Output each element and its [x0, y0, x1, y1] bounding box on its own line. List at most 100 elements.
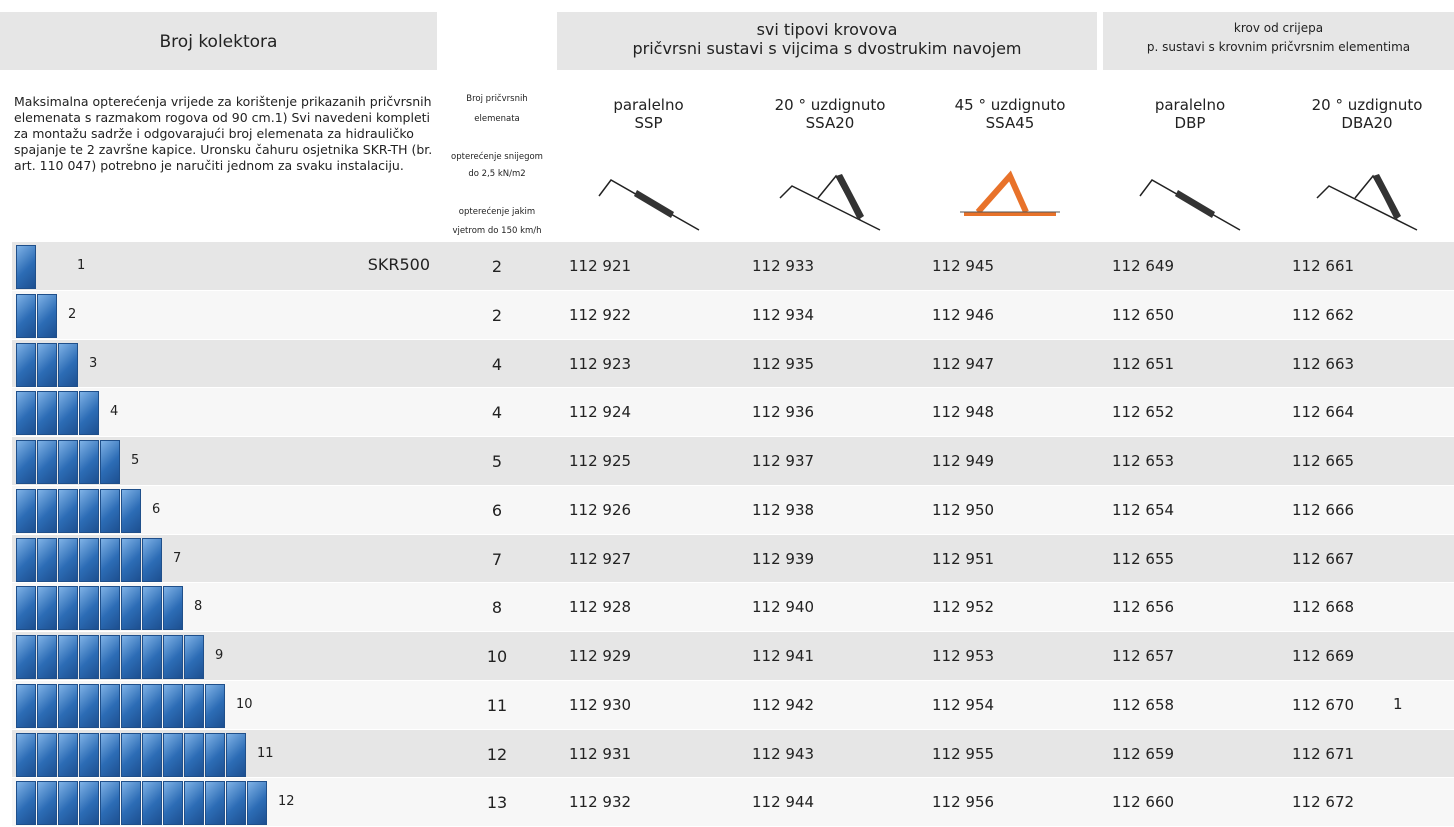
- collector-icon: [16, 537, 36, 582]
- collector-icon: [37, 293, 57, 338]
- row-bg: [12, 437, 1454, 485]
- column-code: SSA20: [805, 114, 855, 132]
- mount-icon: [779, 174, 881, 231]
- collector-icon: [163, 635, 183, 679]
- collector-icon: [142, 781, 162, 826]
- article-number: 112 650: [1112, 305, 1175, 324]
- article-number: 112 924: [569, 403, 632, 422]
- collector-icon: [79, 683, 99, 728]
- fastener-count: 12: [486, 744, 508, 764]
- header-cell: [557, 12, 1097, 70]
- article-number: 112 671: [1292, 744, 1355, 763]
- article-number: 112 667: [1292, 549, 1355, 568]
- collector-icon: [79, 781, 99, 826]
- fastener-count: 11: [486, 695, 508, 715]
- article-number: 112 934: [752, 305, 815, 324]
- article-number: 112 950: [932, 500, 995, 519]
- fastener-count: 2: [491, 305, 503, 325]
- article-number: 112 955: [932, 744, 995, 763]
- fastener-count: 8: [491, 598, 503, 618]
- article-number: 112 921: [569, 257, 632, 275]
- header-cell: [0, 12, 437, 70]
- collector-icon: [37, 732, 57, 777]
- article-number: 112 935: [752, 354, 815, 373]
- collector-icon: [58, 732, 78, 777]
- collector-icon: [121, 683, 141, 728]
- collector-icon: [226, 732, 246, 777]
- collector-icon: [79, 635, 99, 679]
- collector-icon: [37, 635, 57, 679]
- article-number: 112 948: [932, 403, 995, 422]
- article-number: 112 669: [1292, 647, 1355, 665]
- article-number: 112 649: [1112, 257, 1175, 275]
- fastener-count: 5: [491, 452, 503, 471]
- collector-icon: [142, 683, 162, 728]
- collector-icon: [163, 683, 183, 728]
- row-bg: [12, 339, 1454, 388]
- collector-count: 3: [89, 355, 98, 371]
- collector-icon: [16, 732, 36, 777]
- mount-icon: [597, 179, 699, 231]
- article-number: 112 664: [1292, 403, 1355, 422]
- fastener-count: 10: [486, 647, 508, 666]
- article-number: 112 953: [932, 647, 995, 665]
- fastener-count: 13: [486, 793, 508, 813]
- collector-icon: [37, 391, 57, 436]
- article-number: 112 937: [752, 452, 815, 470]
- collector-icon: [37, 488, 57, 533]
- article-number: 112 945: [932, 257, 995, 275]
- fastener-header: opterećenje snijegom: [451, 152, 543, 162]
- article-number: 112 932: [569, 793, 632, 812]
- column-code: DBA20: [1341, 114, 1393, 132]
- fastener-header: Broj pričvrsnih: [466, 94, 528, 104]
- collector-icon: [205, 683, 225, 728]
- collector-icon: [226, 781, 246, 826]
- collector-icon: [163, 586, 183, 631]
- article-number: 112 936: [752, 403, 815, 422]
- collector-icon: [121, 635, 141, 679]
- fastener-header: opterećenje jakim: [458, 207, 536, 217]
- article-number: 112 660: [1112, 793, 1175, 812]
- collector-icon: [121, 781, 141, 826]
- group-title: svi tipovi krovova: [756, 20, 898, 39]
- article-number: 112 927: [569, 549, 632, 568]
- column-angle: paralelno: [1154, 96, 1226, 114]
- collector-icon: [37, 537, 57, 582]
- model-name: SKR500: [367, 255, 430, 274]
- article-number: 112 662: [1292, 305, 1355, 324]
- collector-icon: [79, 586, 99, 631]
- collector-icon: [16, 391, 36, 436]
- article-number: 112 942: [752, 695, 815, 714]
- collector-icon: [79, 440, 99, 484]
- collector-icon: [121, 586, 141, 631]
- row-bg: [12, 729, 1454, 778]
- collector-count: 10: [236, 696, 253, 712]
- collector-icon: [100, 586, 120, 631]
- article-number: 112 947: [932, 354, 995, 373]
- collector-count: 1: [77, 258, 86, 273]
- article-number: 112 949: [932, 452, 995, 470]
- collector-icon: [58, 342, 78, 387]
- collector-icon: [58, 391, 78, 436]
- article-number: 112 655: [1112, 549, 1175, 568]
- fastener-count: 2: [491, 257, 503, 276]
- article-number: 112 658: [1112, 695, 1175, 714]
- article-number: 112 652: [1112, 403, 1175, 422]
- collector-icon: [100, 683, 120, 728]
- collector-icon: [163, 732, 183, 777]
- article-number: 112 654: [1112, 500, 1175, 519]
- article-number: 112 941: [752, 647, 815, 665]
- row-bg: [12, 485, 1454, 534]
- collector-icon: [16, 293, 36, 338]
- article-number: 112 665: [1292, 452, 1355, 470]
- row-bg: [12, 632, 1454, 680]
- collector-icon: [58, 537, 78, 582]
- column-code: DBP: [1174, 114, 1206, 132]
- collector-count: 12: [278, 794, 295, 810]
- collector-icon: [58, 781, 78, 826]
- description: Maksimalna opterećenja vrijede za korišt…: [14, 94, 433, 173]
- collector-icon: [37, 440, 57, 484]
- collector-icon: [16, 586, 36, 631]
- collector-icon: [205, 732, 225, 777]
- article-number: 112 943: [752, 744, 815, 763]
